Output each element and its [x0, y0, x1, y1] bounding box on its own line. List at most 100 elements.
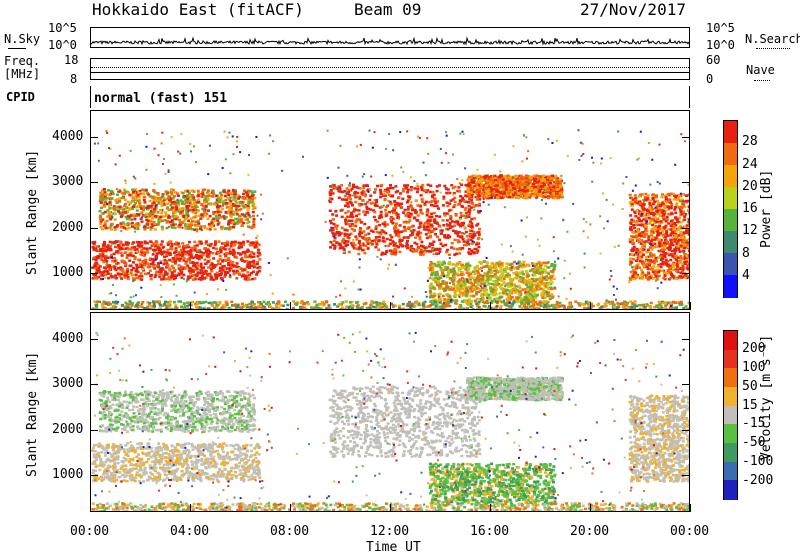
power-colorbar-tick: 24	[742, 158, 758, 171]
velocity-ytick-mark	[90, 339, 98, 340]
velocity-colorbar-segment	[724, 368, 737, 388]
nave-label: Nave	[746, 64, 775, 76]
velocity-colorbar	[723, 330, 738, 500]
velocity-colorbar-segment	[724, 480, 737, 500]
velocity-ylabel: Slant Range [km]	[26, 352, 39, 477]
power-ytick-mark-right	[682, 182, 690, 183]
power-colorbar-label: Power [dB]	[760, 170, 773, 248]
velocity-ytick-mark	[90, 475, 98, 476]
power-colorbar-segment	[724, 275, 737, 298]
velocity-colorbar-segment	[724, 331, 737, 351]
power-ytick-label: 3000	[52, 175, 83, 188]
power-ytick-label: 2000	[52, 221, 83, 234]
power-colorbar-tick: 16	[742, 202, 758, 215]
velocity-panel	[90, 312, 690, 512]
velocity-ytick-mark-right	[682, 475, 690, 476]
velocity-colorbar-segment	[724, 462, 737, 482]
nsky-trace	[90, 38, 689, 45]
nsky-trace-svg	[0, 0, 800, 60]
power-colorbar-segment	[724, 143, 737, 166]
velocity-ytick-mark	[90, 384, 98, 385]
power-colorbar-segment	[724, 187, 737, 210]
freq-tick-bottom: 8	[70, 73, 77, 85]
power-colorbar-tick: 12	[742, 224, 758, 237]
nave-trace	[91, 67, 689, 68]
power-ytick-mark-right	[682, 273, 690, 274]
power-ytick-mark	[90, 273, 98, 274]
xtick-mark	[590, 504, 591, 512]
xtick-mark-upper	[290, 302, 291, 310]
power-ytick-mark	[90, 228, 98, 229]
power-panel	[90, 110, 690, 310]
xtick-label: 00:00	[70, 525, 109, 538]
nave-tick-bottom: 0	[706, 73, 713, 85]
power-colorbar-segment	[724, 231, 737, 254]
nsearch-legend-line	[756, 48, 790, 49]
xtick-label: 00:00	[670, 525, 709, 538]
velocity-ytick-label: 2000	[52, 423, 83, 436]
nave-tick-top: 60	[706, 54, 720, 66]
xtick-mark-upper	[490, 302, 491, 310]
xtick-label: 04:00	[170, 525, 209, 538]
power-ytick-mark	[90, 182, 98, 183]
cpid-label: CPID	[6, 91, 35, 103]
nave-legend-line	[754, 80, 770, 81]
velocity-colorbar-tick: 50	[742, 380, 758, 393]
power-colorbar-segment	[724, 165, 737, 188]
xtick-mark-upper	[90, 302, 91, 310]
velocity-ytick-mark-right	[682, 430, 690, 431]
velocity-colorbar-tick: 15	[742, 399, 758, 412]
velocity-colorbar-segment	[724, 406, 737, 426]
velocity-colorbar-tick: -100	[742, 455, 773, 468]
cpid-value: normal (fast) 151	[94, 92, 227, 105]
power-ylabel: Slant Range [km]	[26, 150, 39, 275]
xtick-label: 08:00	[270, 525, 309, 538]
velocity-ytick-mark-right	[682, 384, 690, 385]
velocity-colorbar-segment	[724, 443, 737, 463]
velocity-ytick-label: 4000	[52, 332, 83, 345]
power-colorbar-tick: 8	[742, 247, 750, 260]
velocity-colorbar-segment	[724, 350, 737, 370]
velocity-colorbar-segment	[724, 424, 737, 444]
nsearch-label: N.Search	[745, 33, 800, 45]
velocity-ytick-mark-right	[682, 339, 690, 340]
power-colorbar	[723, 120, 738, 298]
xtick-mark-upper	[590, 302, 591, 310]
xtick-label: 12:00	[370, 525, 409, 538]
xtick-mark	[390, 504, 391, 512]
xtick-label: 20:00	[570, 525, 609, 538]
velocity-ytick-label: 3000	[52, 377, 83, 390]
velocity-colorbar-tick: -200	[742, 474, 773, 487]
xtick-mark-upper	[390, 302, 391, 310]
power-ytick-mark-right	[682, 228, 690, 229]
velocity-colorbar-segment	[724, 387, 737, 407]
nsearch-tick-bottom: 10^0	[706, 39, 735, 51]
xtick-mark-upper	[690, 302, 691, 310]
xtick-mark	[290, 504, 291, 512]
xtick-mark	[90, 504, 91, 512]
velocity-colorbar-tick: 100	[742, 361, 765, 374]
power-colorbar-tick: 28	[742, 135, 758, 148]
freq-tick-top: 18	[64, 54, 78, 66]
xaxis-label: Time UT	[366, 541, 421, 554]
freq-trace	[91, 72, 689, 73]
freq-panel	[90, 58, 690, 80]
velocity-colorbar-tick: 200	[742, 342, 765, 355]
power-ytick-mark-right	[682, 137, 690, 138]
power-colorbar-segment	[724, 209, 737, 232]
nsearch-tick-top: 10^5	[706, 22, 735, 34]
xtick-mark	[190, 504, 191, 512]
power-ytick-label: 1000	[52, 266, 83, 279]
power-colorbar-segment	[724, 121, 737, 144]
power-ytick-mark	[90, 137, 98, 138]
velocity-colorbar-tick: -50	[742, 436, 765, 449]
velocity-heatmap	[91, 313, 690, 512]
velocity-colorbar-tick: -15	[742, 417, 765, 430]
power-colorbar-segment	[724, 253, 737, 276]
freq-unit-label: [MHz]	[4, 68, 40, 80]
xtick-mark	[490, 504, 491, 512]
xtick-mark	[690, 504, 691, 512]
freq-label: Freq.	[4, 55, 40, 67]
power-heatmap	[91, 111, 690, 310]
velocity-ytick-label: 1000	[52, 468, 83, 481]
